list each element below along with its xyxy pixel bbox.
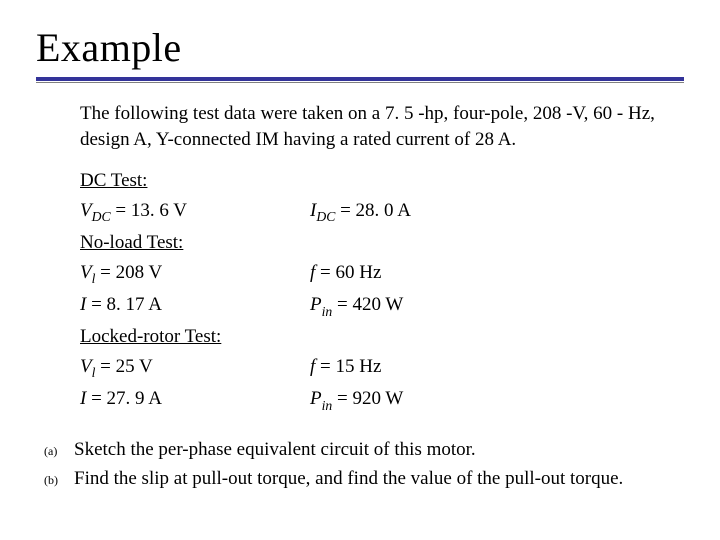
page-title: Example	[36, 24, 684, 71]
val: = 13. 6 V	[111, 200, 187, 221]
dc-idc: IDC = 28. 0 A	[310, 198, 540, 226]
dc-test-heading: DC Test:	[80, 168, 310, 194]
spacer	[310, 168, 540, 194]
slide: Example The following test data were tak…	[0, 0, 720, 540]
var: P	[310, 294, 322, 315]
rule-thin	[36, 82, 684, 83]
noload-pin: Pin = 420 W	[310, 292, 540, 320]
noload-f: f = 60 Hz	[310, 260, 540, 288]
val: = 15 Hz	[315, 356, 381, 377]
sub: in	[322, 398, 333, 413]
rule-thick	[36, 77, 684, 81]
question-text: Find the slip at pull-out torque, and fi…	[74, 464, 623, 493]
val: = 27. 9 A	[86, 388, 162, 409]
sub: l	[92, 365, 96, 380]
val: = 420 W	[332, 294, 403, 315]
test-data-grid: DC Test: VDC = 13. 6 V IDC = 28. 0 A No-…	[80, 168, 684, 414]
locked-heading: Locked-rotor Test:	[80, 324, 310, 350]
noload-vl: Vl = 208 V	[80, 260, 310, 288]
intro-text: The following test data were taken on a …	[80, 101, 680, 152]
locked-i: I = 27. 9 A	[80, 386, 310, 414]
val: = 25 V	[95, 356, 152, 377]
content-block: The following test data were taken on a …	[80, 101, 684, 415]
title-rule	[36, 77, 684, 83]
question-label: (b)	[44, 471, 74, 490]
question-a: (a) Sketch the per-phase equivalent circ…	[44, 435, 684, 464]
val: = 28. 0 A	[335, 200, 411, 221]
spacer	[310, 324, 540, 350]
var: V	[80, 356, 92, 377]
val: = 8. 17 A	[86, 294, 162, 315]
locked-f: f = 15 Hz	[310, 354, 540, 382]
var: V	[80, 200, 92, 221]
val: = 208 V	[95, 262, 162, 283]
val: = 60 Hz	[315, 262, 381, 283]
spacer	[310, 230, 540, 256]
questions-block: (a) Sketch the per-phase equivalent circ…	[44, 435, 684, 494]
dc-vdc: VDC = 13. 6 V	[80, 198, 310, 226]
var: P	[310, 388, 322, 409]
question-text: Sketch the per-phase equivalent circuit …	[74, 435, 476, 464]
sub: in	[322, 304, 333, 319]
sub: DC	[316, 209, 335, 224]
locked-vl: Vl = 25 V	[80, 354, 310, 382]
noload-i: I = 8. 17 A	[80, 292, 310, 320]
noload-heading: No-load Test:	[80, 230, 310, 256]
question-b: (b) Find the slip at pull-out torque, an…	[44, 464, 684, 493]
sub: l	[92, 271, 96, 286]
question-label: (a)	[44, 442, 74, 461]
val: = 920 W	[332, 388, 403, 409]
sub: DC	[92, 209, 111, 224]
locked-pin: Pin = 920 W	[310, 386, 540, 414]
var: V	[80, 262, 92, 283]
